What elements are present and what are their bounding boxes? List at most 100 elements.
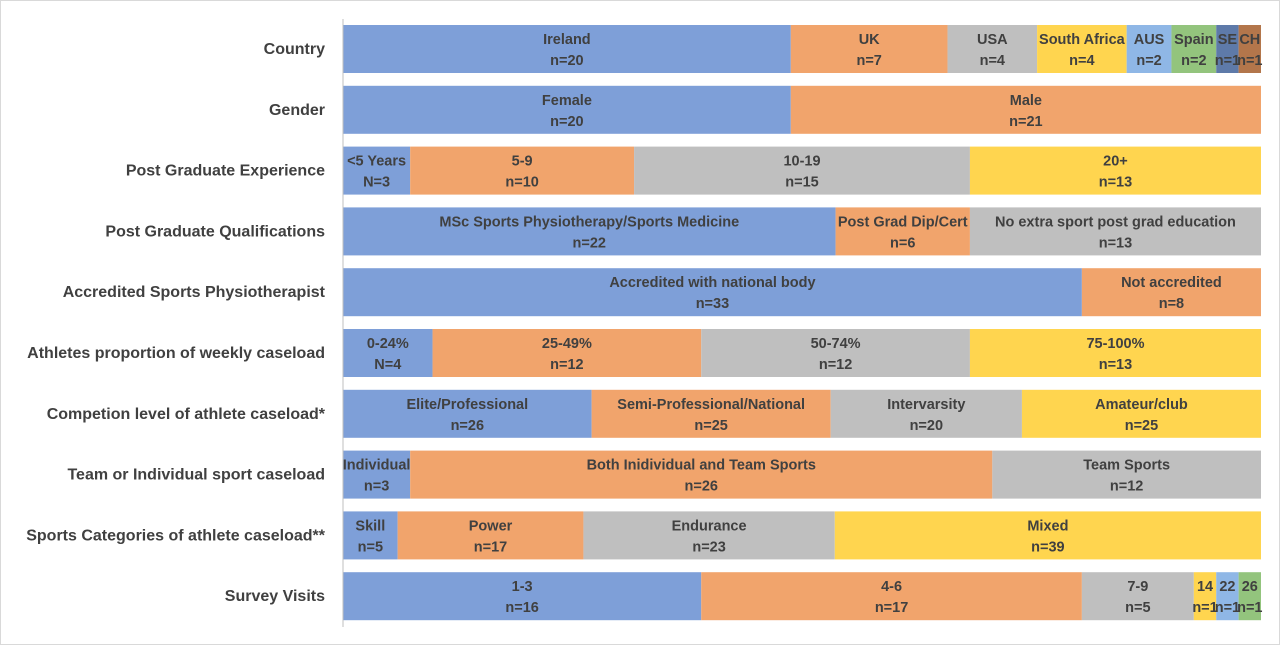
bar-segment-post-graduate-experience-20	[969, 146, 1261, 195]
segment-label: Spain	[1174, 32, 1213, 48]
segment-count-label: n=26	[451, 418, 484, 434]
segment-count-label: n=22	[573, 235, 606, 251]
bar-segment-accredited-sports-physiotherapist-accredited-with-national-body	[343, 268, 1082, 317]
segment-label: AUS	[1134, 32, 1165, 48]
segment-count-label: n=1	[1215, 600, 1240, 616]
segment-label: Male	[1010, 93, 1042, 109]
bar-segment-country-se	[1216, 25, 1239, 73]
row-label-country: Country	[264, 41, 325, 58]
bar-segment-country-usa	[947, 25, 1038, 73]
bar-segment-athletes-proportion-of-weekly-caseload-75-100	[969, 329, 1261, 377]
bar-segment-athletes-proportion-of-weekly-caseload-25-49	[432, 329, 702, 377]
bar-segment-competion-level-of-athlete-caseload-semi-professional-national	[591, 389, 831, 438]
bar-segment-survey-visits-7-9	[1081, 572, 1194, 621]
bar-segment-country-uk	[790, 25, 948, 73]
segment-count-label: n=1	[1237, 600, 1262, 616]
bar-segment-post-graduate-qualifications-post-grad-dip-cert	[835, 207, 970, 256]
bar-segment-post-graduate-experience-5-years	[343, 146, 411, 195]
bar-segment-team-or-individual-sport-caseload-team-sports	[992, 450, 1261, 499]
segment-count-label: n=1	[1192, 600, 1217, 616]
bar-segment-team-or-individual-sport-caseload-individual	[343, 450, 411, 499]
segment-label: MSc Sports Physiotherapy/Sports Medicine	[439, 214, 739, 230]
segment-count-label: n=4	[1069, 53, 1094, 69]
segment-count-label: n=7	[856, 53, 881, 69]
segment-count-label: n=20	[550, 53, 583, 69]
bar-row-post-graduate-experience: <5 Years N=3 5-9 n=10 10-19 n=15 20+ n=13	[343, 146, 1261, 195]
bar-segment-sports-categories-of-athlete-caseload-mixed	[834, 511, 1261, 560]
segment-count-label: N=3	[363, 175, 390, 191]
segment-count-label: n=13	[1099, 175, 1132, 191]
bar-segment-competion-level-of-athlete-caseload-amateur-club	[1021, 389, 1261, 438]
segment-label: South Africa	[1039, 32, 1126, 48]
segment-label: Intervarsity	[887, 397, 965, 413]
segment-count-label: n=1	[1237, 53, 1262, 69]
segment-label: Amateur/club	[1095, 397, 1188, 413]
bar-segment-country-ireland	[343, 25, 791, 73]
bar-row-accredited-sports-physiotherapist: Accredited with national body n=33 Not acc…	[343, 268, 1261, 317]
bar-segment-survey-visits-26	[1238, 572, 1261, 621]
segment-label: Female	[542, 93, 592, 109]
bar-segment-country-spain	[1171, 25, 1217, 73]
bar-segment-country-south-africa	[1037, 25, 1127, 73]
segment-label: Team Sports	[1083, 458, 1170, 474]
segment-label: 0-24%	[367, 336, 409, 352]
segment-label: Semi-Professional/National	[617, 397, 805, 413]
row-label-post-graduate-qualifications: Post Graduate Qualifications	[105, 223, 325, 240]
segment-count-label: n=17	[875, 600, 908, 616]
segment-count-label: n=33	[696, 296, 729, 312]
segment-label: Both Inidividual and Team Sports	[587, 458, 816, 474]
segment-label: 75-100%	[1086, 336, 1144, 352]
segment-label: 1-3	[512, 579, 533, 595]
segment-label: Mixed	[1027, 518, 1068, 534]
bar-row-team-or-individual-sport-caseload: Individual n=3 Both Inidividual and Team S…	[343, 450, 1261, 499]
segment-count-label: n=12	[1110, 479, 1143, 495]
segment-label: 4-6	[881, 579, 902, 595]
segment-count-label: n=13	[1099, 357, 1132, 373]
segment-count-label: n=1	[1215, 53, 1240, 69]
bar-segment-team-or-individual-sport-caseload-both-inidividual-and-team-sports	[410, 450, 993, 499]
segment-label: Power	[469, 518, 513, 534]
row-label-sports-categories-of-athlete-caseload: Sports Categories of athlete caseload**	[26, 527, 326, 544]
segment-label: USA	[977, 32, 1008, 48]
segment-label: SE	[1218, 32, 1238, 48]
segment-count-label: n=10	[505, 175, 538, 191]
segment-count-label: n=4	[980, 53, 1005, 69]
bar-segment-competion-level-of-athlete-caseload-intervarsity	[830, 389, 1022, 438]
segment-count-label: n=21	[1009, 114, 1042, 130]
segment-count-label: n=39	[1031, 539, 1064, 555]
bar-segment-post-graduate-experience-10-19	[634, 146, 970, 195]
segment-label: 7-9	[1127, 579, 1148, 595]
segment-label: 14	[1197, 579, 1213, 595]
bar-segment-sports-categories-of-athlete-caseload-skill	[343, 511, 398, 560]
segment-label: Elite/Professional	[406, 397, 528, 413]
segment-label: 25-49%	[542, 336, 592, 352]
bar-segment-survey-visits-22	[1216, 572, 1239, 621]
segment-count-label: n=5	[358, 539, 383, 555]
row-label-team-or-individual-sport-caseload: Team or Individual sport caseload	[67, 467, 325, 484]
segment-count-label: n=6	[890, 235, 915, 251]
segment-count-label: N=4	[374, 357, 401, 373]
bar-segment-post-graduate-experience-5-9	[410, 146, 635, 195]
segment-count-label: n=25	[694, 418, 727, 434]
segment-label: 50-74%	[811, 336, 861, 352]
segment-label: UK	[859, 32, 880, 48]
bar-segment-sports-categories-of-athlete-caseload-power	[397, 511, 584, 560]
row-label-survey-visits: Survey Visits	[225, 588, 325, 605]
segment-label: Accredited with national body	[609, 275, 815, 291]
bar-segment-accredited-sports-physiotherapist-not-accredited	[1081, 268, 1261, 317]
segment-label: 5-9	[512, 154, 533, 170]
segment-count-label: n=25	[1125, 418, 1158, 434]
segment-label: Individual	[343, 458, 411, 474]
segment-count-label: n=26	[685, 479, 718, 495]
segment-label: Ireland	[543, 32, 591, 48]
bar-segment-country-ch	[1238, 25, 1261, 73]
row-label-post-graduate-experience: Post Graduate Experience	[126, 163, 325, 180]
bar-segment-athletes-proportion-of-weekly-caseload-50-74	[701, 329, 970, 377]
segment-count-label: n=12	[550, 357, 583, 373]
bar-segment-post-graduate-qualifications-no-extra-sport-post-grad-education	[969, 207, 1261, 256]
segment-label: 10-19	[783, 154, 820, 170]
bar-row-post-graduate-qualifications: MSc Sports Physiotherapy/Sports Medicine…	[343, 207, 1261, 256]
bar-row-athletes-proportion-of-weekly-caseload: 0-24% N=4 25-49% n=12 50-74% n=12 75-100% n=13	[343, 329, 1261, 377]
segment-label: 26	[1242, 579, 1258, 595]
